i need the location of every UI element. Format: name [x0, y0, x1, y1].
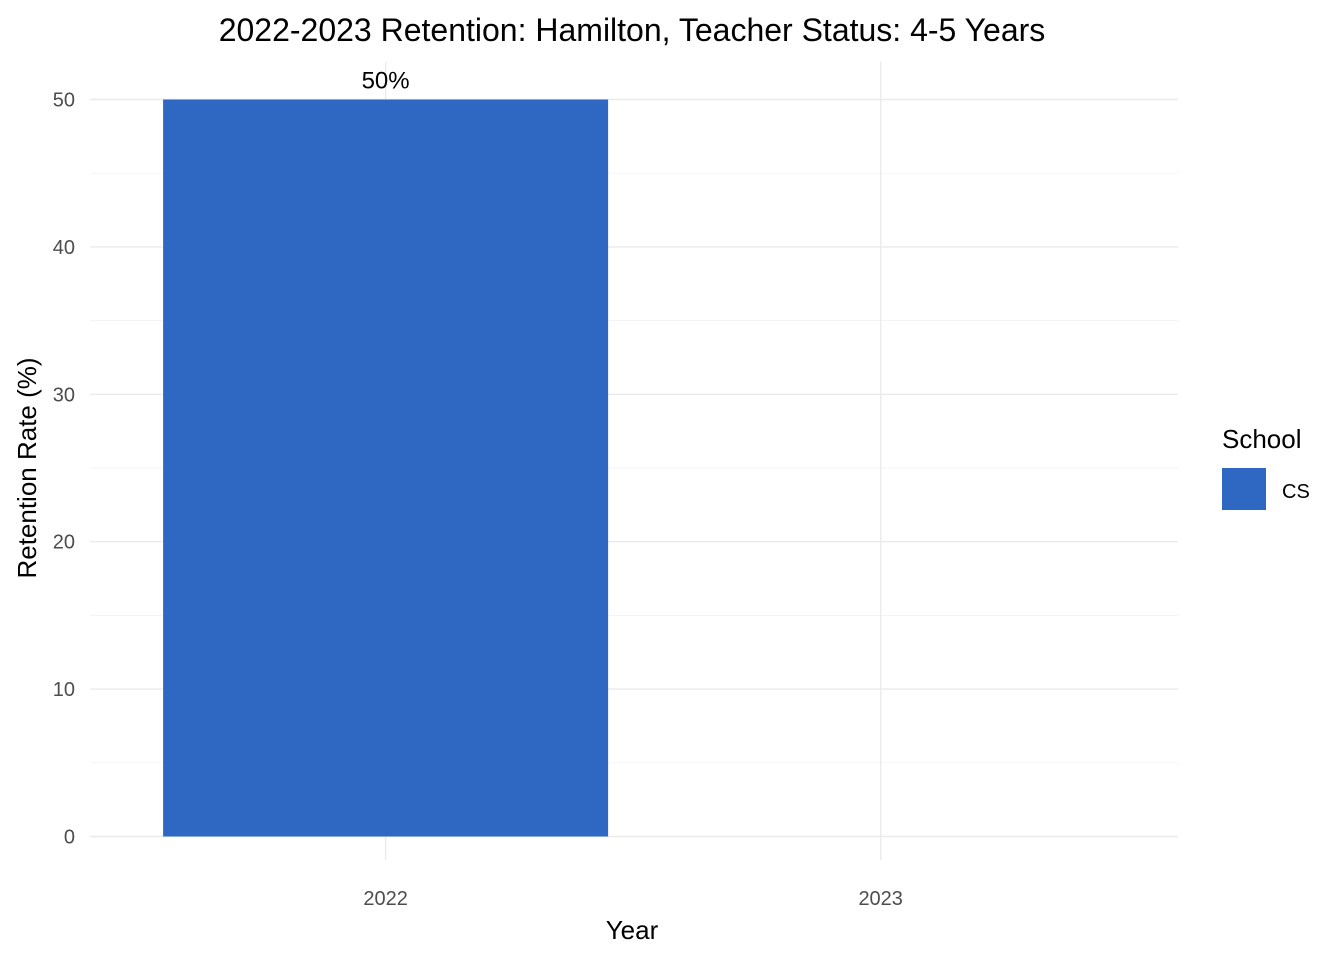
y-axis-ticks: 0 10 20 30 40 50 [53, 90, 75, 849]
chart-title: 2022-2023 Retention: Hamilton, Teacher S… [219, 12, 1046, 48]
legend-title: School [1222, 424, 1302, 454]
bar-labels: 50% [362, 68, 410, 95]
x-tick-label: 2023 [858, 888, 903, 910]
data-label-2022: 50% [362, 68, 410, 95]
legend-key-cs [1222, 468, 1266, 510]
x-axis-ticks: 2022 2023 [363, 888, 903, 910]
bar-2022 [163, 99, 609, 837]
y-tick-label: 50 [53, 90, 75, 112]
y-axis-title: Retention Rate (%) [12, 357, 42, 578]
y-tick-label: 30 [53, 384, 75, 406]
x-axis-title: Year [606, 915, 659, 945]
y-tick-label: 40 [53, 237, 75, 259]
legend: School CS [1222, 424, 1310, 510]
y-tick-label: 10 [53, 679, 75, 701]
bars [163, 99, 609, 837]
legend-label-cs: CS [1282, 481, 1310, 503]
y-tick-label: 20 [53, 532, 75, 554]
y-tick-label: 0 [64, 827, 75, 849]
x-tick-label: 2022 [363, 888, 408, 910]
